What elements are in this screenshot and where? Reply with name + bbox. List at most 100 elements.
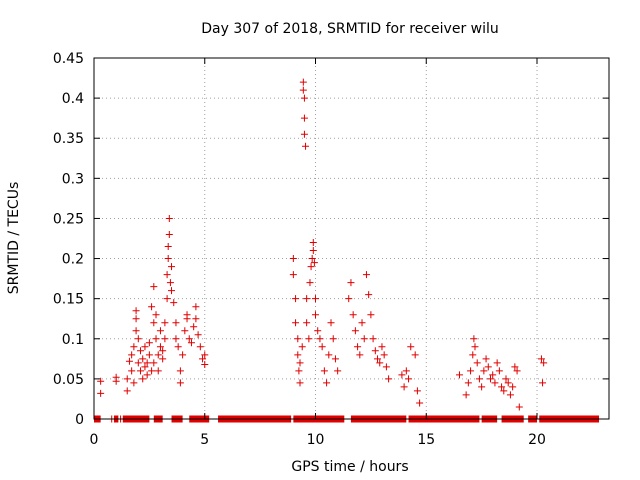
data-point: [165, 214, 173, 222]
data-point: [166, 279, 174, 287]
data-point: [491, 379, 499, 387]
data-point: [513, 367, 521, 375]
data-point: [130, 343, 138, 351]
data-point: [360, 335, 368, 343]
data-point: [179, 351, 187, 359]
data-point: [296, 359, 304, 367]
data-point: [132, 307, 140, 315]
data-point: [329, 335, 337, 343]
data-point: [323, 379, 331, 387]
data-point: [469, 351, 477, 359]
data-point: [540, 359, 548, 367]
data-point: [148, 367, 156, 375]
data-point: [318, 343, 326, 351]
data-point: [148, 303, 156, 311]
data-point: [331, 355, 339, 363]
data-point: [196, 343, 204, 351]
data-point: [172, 319, 180, 327]
data-point: [309, 247, 317, 255]
y-tick-label: 0.15: [53, 292, 84, 308]
data-point: [345, 295, 353, 303]
data-point: [141, 343, 149, 351]
data-point: [539, 379, 547, 387]
data-point: [309, 239, 317, 247]
data-point: [378, 343, 386, 351]
data-point: [187, 339, 195, 347]
data-point: [325, 351, 333, 359]
data-point: [97, 377, 105, 385]
data-point: [500, 387, 508, 395]
y-tick-label: 0.4: [62, 91, 84, 107]
data-point: [300, 114, 308, 122]
data-point: [367, 311, 375, 319]
data-point: [150, 319, 158, 327]
data-point: [489, 371, 497, 379]
data-point: [289, 271, 297, 279]
data-point: [349, 311, 357, 319]
data-point: [498, 383, 506, 391]
data-point: [473, 359, 481, 367]
data-point: [316, 335, 324, 343]
data-point: [356, 351, 364, 359]
x-tick-labels: 0 5 10 15 20: [90, 432, 546, 448]
x-tick-label: 15: [417, 432, 435, 448]
x-axis-label: GPS time / hours: [291, 459, 408, 475]
data-point: [145, 339, 153, 347]
data-point: [150, 283, 158, 291]
y-tick-label: 0.35: [53, 131, 84, 147]
data-point: [295, 367, 303, 375]
data-point: [152, 335, 160, 343]
data-point: [163, 295, 171, 303]
data-point: [300, 94, 308, 102]
data-point: [478, 383, 486, 391]
data-point: [128, 367, 136, 375]
data-point: [467, 367, 475, 375]
data-point: [493, 359, 501, 367]
y-tick-labels: 0 0.05 0.1 0.15 0.2 0.25 0.3 0.35 0.4 0.45: [53, 51, 84, 428]
data-point: [292, 319, 300, 327]
data-point: [154, 351, 162, 359]
data-point: [314, 327, 322, 335]
data-point: [128, 351, 136, 359]
data-point: [112, 373, 120, 381]
data-point: [137, 367, 145, 375]
gridlines: [94, 58, 609, 419]
data-point: [327, 319, 335, 327]
data-point: [185, 335, 193, 343]
x-tick-label: 5: [200, 432, 209, 448]
data-point: [161, 335, 169, 343]
data-point: [181, 327, 189, 335]
data-point: [358, 319, 366, 327]
y-tick-label: 0.45: [53, 51, 84, 67]
data-point: [139, 355, 147, 363]
data-point: [312, 295, 320, 303]
data-point: [464, 379, 472, 387]
y-tick-label: 0.25: [53, 211, 84, 227]
data-point: [320, 367, 328, 375]
data-point: [362, 271, 370, 279]
data-point: [299, 86, 307, 94]
data-point: [413, 387, 421, 395]
data-point: [172, 335, 180, 343]
data-point: [152, 311, 160, 319]
data-point: [495, 367, 503, 375]
data-point: [407, 343, 415, 351]
plot-frame: [93, 57, 610, 420]
data-point: [296, 379, 304, 387]
data-points: [94, 78, 548, 423]
data-point: [134, 359, 142, 367]
axis-ticks: [93, 57, 609, 420]
data-point: [354, 343, 362, 351]
data-point: [164, 255, 172, 263]
data-point: [163, 271, 171, 279]
data-point: [374, 355, 382, 363]
data-point: [168, 263, 176, 271]
data-point: [134, 335, 142, 343]
data-point: [475, 375, 483, 383]
data-point: [170, 299, 178, 307]
data-point: [123, 387, 131, 395]
data-point: [303, 295, 311, 303]
data-point: [145, 351, 153, 359]
data-point: [289, 255, 297, 263]
